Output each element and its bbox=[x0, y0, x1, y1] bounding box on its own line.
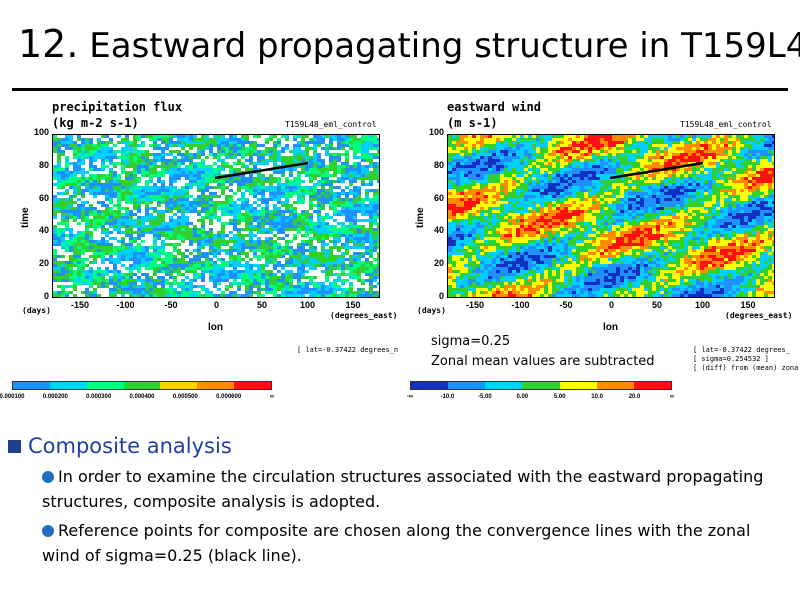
colorbar-swatch bbox=[596, 382, 634, 389]
colorbar-label: -10.0 bbox=[440, 394, 455, 400]
panel-title: precipitation flux bbox=[52, 100, 183, 114]
circle-bullet-icon bbox=[42, 525, 54, 537]
colorbar-label: 20.0 bbox=[628, 394, 641, 400]
x-axis-unit: (degrees_east) bbox=[725, 311, 793, 320]
colorbar-swatch bbox=[197, 382, 235, 389]
colorbar-label: 5.00 bbox=[553, 394, 566, 400]
panel-run-name: T159L48_eml_control bbox=[680, 120, 772, 129]
colorbar-swatch bbox=[448, 382, 486, 389]
x-tick-label: -100 bbox=[116, 300, 135, 310]
x-tick-label: 50 bbox=[651, 300, 662, 310]
title-divider bbox=[12, 88, 788, 91]
y-tick-label: 40 bbox=[38, 225, 49, 236]
x-tick-label: -100 bbox=[511, 300, 530, 310]
colorbar-label: -5.00 bbox=[478, 394, 492, 400]
panel-units: (kg m-2 s-1) bbox=[52, 116, 139, 130]
colorbar-swatch bbox=[49, 382, 87, 389]
slide-title: 12. Eastward propagating structure in T1… bbox=[18, 22, 800, 66]
eastward-wind-panel: eastward wind (m s-1) T159L48_eml_contro… bbox=[395, 96, 798, 416]
colorbar-label: ∞ bbox=[269, 394, 275, 400]
y-tick-label: 0 bbox=[438, 291, 444, 301]
x-tick-label: -150 bbox=[70, 300, 89, 310]
slide-title-number: 12. bbox=[18, 22, 79, 66]
plot-annotation: sigma=0.25 Zonal mean values are subtrac… bbox=[431, 332, 655, 372]
wind-hovmoller-plot bbox=[447, 134, 775, 298]
colorbar-swatch bbox=[411, 382, 449, 389]
x-tick-label: 150 bbox=[740, 300, 756, 310]
wind-colorbar bbox=[410, 381, 672, 390]
y-tick-label: 40 bbox=[433, 225, 444, 236]
annotation-zonal-mean: Zonal mean values are subtracted bbox=[431, 354, 655, 369]
section-heading-text: Composite analysis bbox=[28, 434, 232, 458]
panel-title: eastward wind bbox=[447, 100, 541, 114]
colorbar-label: 0.000100 bbox=[0, 394, 25, 400]
y-tick-label: 100 bbox=[428, 127, 444, 137]
x-tick-label: -150 bbox=[465, 300, 484, 310]
colorbar-swatch bbox=[234, 382, 272, 389]
colorbar-label: 10.0 bbox=[591, 394, 603, 400]
colorbar-swatch bbox=[123, 382, 161, 389]
colorbar-label: 0.000600 bbox=[216, 394, 242, 400]
y-tick-label: 80 bbox=[433, 159, 444, 170]
info-line-2: [ sigma=0.254532 ] bbox=[693, 355, 769, 363]
info-line-3: [ (diff) from (mean) zona bbox=[693, 364, 799, 372]
colorbar-label: 0.000400 bbox=[129, 394, 155, 400]
convergence-line bbox=[214, 161, 309, 180]
bullet-text: Reference points for composite are chose… bbox=[42, 521, 751, 565]
colorbar-label: -∞ bbox=[406, 394, 414, 400]
y-tick-label: 100 bbox=[33, 127, 49, 137]
x-tick-label: -50 bbox=[164, 300, 178, 310]
x-axis-label: lon bbox=[208, 322, 223, 333]
colorbar-swatch bbox=[633, 382, 671, 389]
colorbar-label: 0.000200 bbox=[42, 394, 68, 400]
x-tick-label: 50 bbox=[256, 300, 267, 310]
y-tick-label: 20 bbox=[38, 258, 49, 269]
x-axis-unit: (degrees_east) bbox=[330, 311, 398, 320]
panel-units: (m s-1) bbox=[447, 116, 498, 130]
bullet-item: Reference points for composite are chose… bbox=[42, 518, 792, 568]
precipitation-hovmoller-plot bbox=[52, 134, 380, 298]
annotation-sigma: sigma=0.25 bbox=[431, 334, 511, 349]
x-tick-label: 100 bbox=[299, 300, 316, 310]
convergence-line bbox=[609, 161, 704, 180]
colorbar-swatch bbox=[559, 382, 597, 389]
colorbar-swatch bbox=[485, 382, 523, 389]
colorbar-label: 0.000300 bbox=[86, 394, 112, 400]
x-axis-label: lon bbox=[603, 322, 618, 333]
colorbar-swatch bbox=[86, 382, 124, 389]
precipitation-image bbox=[53, 135, 379, 297]
precipitation-panel: precipitation flux (kg m-2 s-1) T159L48_… bbox=[0, 96, 398, 416]
slide-title-text: Eastward propagating structure in T159L4… bbox=[78, 26, 800, 66]
y-tick-label: 80 bbox=[38, 159, 49, 170]
circle-bullet-icon bbox=[42, 471, 54, 483]
wind-colorbar-labels: -∞ -10.0 -5.00 0.00 5.00 10.0 20.0 ∞ bbox=[406, 394, 675, 404]
y-tick-label: 0 bbox=[43, 291, 49, 301]
colorbar-label: 0.00 bbox=[516, 394, 529, 400]
x-tick-label: 150 bbox=[345, 300, 361, 310]
x-tick-label: 100 bbox=[694, 300, 711, 310]
section-heading: Composite analysis bbox=[8, 434, 232, 458]
y-tick-label: 60 bbox=[433, 192, 444, 203]
colorbar-label: 0.000500 bbox=[172, 394, 198, 400]
bullet-item: In order to examine the circulation stru… bbox=[42, 464, 792, 514]
wind-image bbox=[448, 135, 774, 297]
x-tick-label: 0 bbox=[213, 300, 219, 310]
precipitation-colorbar bbox=[12, 381, 272, 390]
y-tick-label: 60 bbox=[38, 192, 49, 203]
y-tick-label: 20 bbox=[433, 258, 444, 269]
colorbar-swatch bbox=[160, 382, 198, 389]
info-line-1: [ lat=-0.37422 degrees_ bbox=[693, 346, 790, 354]
colorbar-label: ∞ bbox=[669, 394, 675, 400]
colorbar-swatch bbox=[522, 382, 560, 389]
y-axis-unit: (days) bbox=[22, 306, 51, 315]
x-tick-label: 0 bbox=[608, 300, 614, 310]
bullet-text: In order to examine the circulation stru… bbox=[42, 467, 764, 511]
colorbar-swatch bbox=[13, 382, 50, 389]
y-axis-unit: (days) bbox=[417, 306, 446, 315]
x-tick-label: -50 bbox=[559, 300, 573, 310]
square-bullet-icon bbox=[8, 439, 21, 453]
info-text: [ lat=-0.37422 degrees_n bbox=[297, 346, 399, 354]
precipitation-colorbar-labels: 0.000100 0.000200 0.000300 0.000400 0.000500… bbox=[0, 394, 275, 404]
panel-run-name: T159L48_eml_control bbox=[285, 120, 377, 129]
